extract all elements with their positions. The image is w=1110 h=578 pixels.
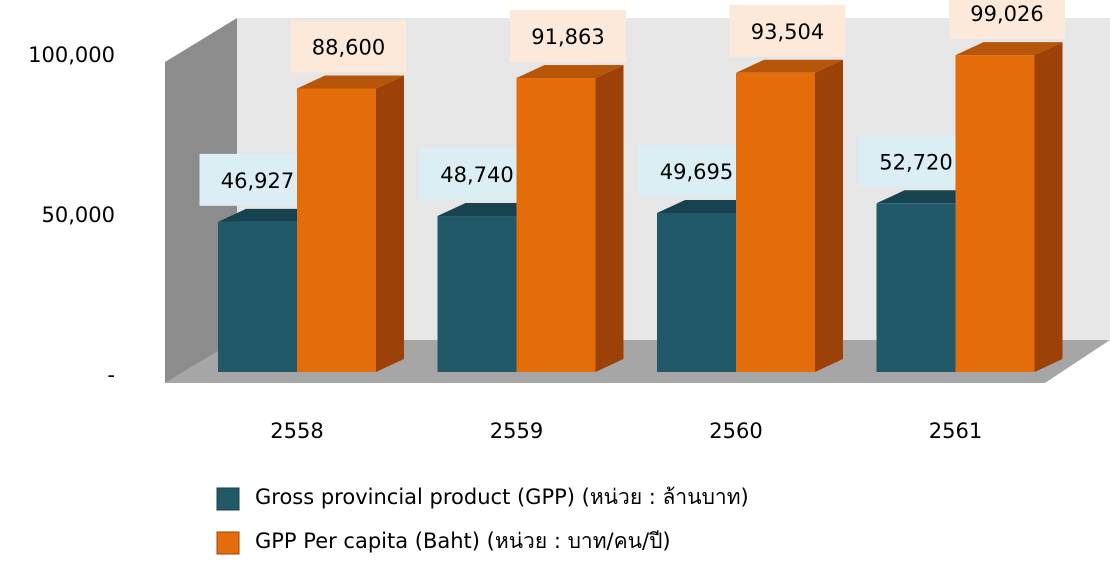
bar-top bbox=[736, 59, 843, 73]
value-label: 91,863 bbox=[531, 25, 604, 49]
bar-top bbox=[516, 65, 624, 79]
bar bbox=[297, 88, 376, 372]
value-label-box bbox=[638, 144, 755, 197]
legend-label: Gross provincial product (GPP) (หน่วย : … bbox=[255, 485, 749, 509]
value-label: 52,720 bbox=[879, 150, 952, 174]
bar bbox=[516, 78, 596, 373]
x-tick-label: 2559 bbox=[490, 419, 543, 443]
bar-side bbox=[376, 75, 404, 372]
value-label-box bbox=[199, 153, 316, 206]
value-label: 48,740 bbox=[440, 163, 513, 187]
value-label-box bbox=[510, 10, 626, 63]
bar-top bbox=[955, 42, 1063, 56]
value-label: 99,026 bbox=[970, 2, 1043, 26]
value-label-box bbox=[729, 4, 846, 57]
value-label: 88,600 bbox=[312, 35, 385, 59]
legend-swatch bbox=[216, 531, 240, 555]
y-tick-label: - bbox=[107, 363, 115, 387]
x-tick-label: 2560 bbox=[709, 419, 762, 443]
value-label-box bbox=[419, 148, 535, 201]
bar bbox=[657, 212, 736, 372]
legend-label: GPP Per capita (Baht) (หน่วย : บาท/คน/ปี… bbox=[255, 529, 671, 553]
bar-side bbox=[595, 65, 624, 373]
bar bbox=[437, 216, 517, 372]
y-tick-label: 50,000 bbox=[42, 203, 115, 227]
value-label-box bbox=[290, 20, 407, 73]
x-tick-label: 2561 bbox=[929, 419, 982, 443]
x-tick-label: 2558 bbox=[270, 419, 323, 443]
bar bbox=[955, 55, 1035, 373]
legend-swatch bbox=[216, 487, 240, 511]
value-label-box bbox=[858, 135, 974, 188]
bar-side bbox=[815, 59, 843, 372]
value-label-box bbox=[949, 0, 1065, 40]
bar bbox=[218, 221, 297, 372]
bar-side bbox=[1034, 42, 1063, 373]
y-tick-label: 100,000 bbox=[28, 43, 115, 67]
value-label: 49,695 bbox=[660, 160, 733, 184]
bar-top bbox=[297, 75, 404, 89]
value-label: 46,927 bbox=[221, 169, 294, 193]
bar bbox=[736, 72, 815, 372]
bar bbox=[876, 203, 956, 372]
value-label: 93,504 bbox=[751, 20, 824, 44]
